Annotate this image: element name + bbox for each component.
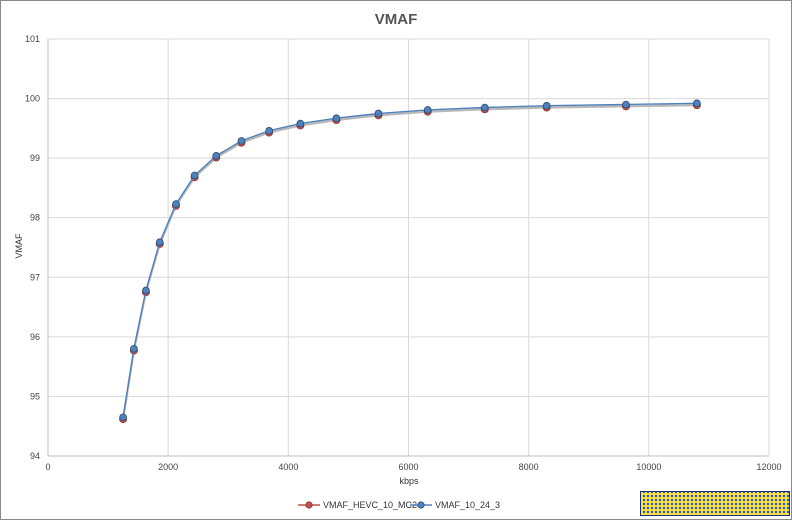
chart-title: VMAF	[375, 11, 418, 28]
data-point	[622, 100, 630, 109]
y-axis-title: VMAF	[14, 233, 24, 259]
watermark-logo	[640, 491, 790, 516]
y-tick-labels: 94 95 96 97 98 99 100 101	[25, 34, 40, 461]
x-tick-label: 2000	[158, 462, 178, 472]
x-tick-label: 6000	[398, 462, 418, 472]
data-point	[212, 151, 221, 160]
x-tick-labels: 0 2000 4000 6000 8000 10000 12000	[45, 462, 781, 472]
series-line	[122, 102, 697, 418]
data-point	[190, 171, 199, 180]
x-tick-label: 8000	[519, 462, 539, 472]
data-point	[172, 200, 180, 208]
y-tick-label: 97	[30, 272, 40, 282]
data-point	[374, 109, 383, 118]
y-tick-label: 99	[30, 153, 40, 163]
y-tick-label: 101	[25, 34, 40, 44]
data-point	[423, 106, 432, 114]
legend-marker	[417, 501, 425, 509]
legend-item: VMAF_HEVC_10_MC24	[298, 500, 422, 510]
legend-item: VMAF_10_24_3	[410, 500, 500, 510]
series	[119, 99, 701, 424]
data-point	[693, 99, 701, 108]
legend-marker	[305, 501, 313, 509]
data-point	[130, 344, 138, 353]
series-VMAF_10_24_3	[119, 99, 701, 422]
x-tick-label: 4000	[278, 462, 298, 472]
y-tick-label: 98	[30, 213, 40, 223]
y-tick-label: 100	[25, 94, 40, 104]
legend: VMAF_HEVC_10_MC24 VMAF_10_24_3	[298, 500, 500, 510]
data-point	[296, 119, 305, 128]
x-tick-label: 10000	[636, 462, 661, 472]
y-tick-label: 95	[30, 391, 40, 401]
series-line	[122, 104, 697, 420]
x-axis-title: kbps	[399, 476, 419, 486]
data-point	[155, 238, 164, 246]
data-point	[542, 101, 551, 110]
legend-label: VMAF_10_24_3	[435, 500, 500, 510]
series-VMAF_HEVC_10_MC24	[119, 101, 701, 424]
data-point	[481, 103, 489, 112]
legend-label: VMAF_HEVC_10_MC24	[323, 500, 422, 510]
data-point	[265, 126, 273, 135]
grid	[47, 38, 770, 457]
data-point	[332, 114, 341, 123]
y-tick-label: 94	[30, 451, 40, 461]
x-tick-label: 12000	[756, 462, 781, 472]
y-tick-label: 96	[30, 332, 40, 342]
data-point	[237, 137, 246, 145]
x-tick-label: 0	[45, 462, 50, 472]
data-point	[119, 413, 127, 422]
data-point	[142, 286, 150, 295]
